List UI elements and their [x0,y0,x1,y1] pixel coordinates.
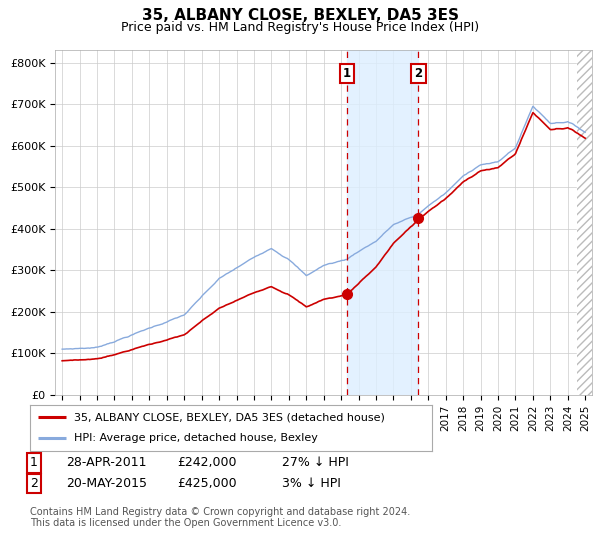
Text: 2: 2 [30,477,38,490]
Text: 35, ALBANY CLOSE, BEXLEY, DA5 3ES: 35, ALBANY CLOSE, BEXLEY, DA5 3ES [142,8,458,24]
Bar [577,50,594,395]
Text: 28-APR-2011: 28-APR-2011 [66,456,146,469]
Text: Contains HM Land Registry data © Crown copyright and database right 2024.
This d: Contains HM Land Registry data © Crown c… [30,507,410,529]
Text: 1: 1 [30,456,38,469]
Text: HPI: Average price, detached house, Bexley: HPI: Average price, detached house, Bexl… [74,433,318,444]
Bar [347,50,418,395]
Text: 2: 2 [414,67,422,80]
Text: 20-MAY-2015: 20-MAY-2015 [66,477,147,490]
Text: £242,000: £242,000 [177,456,236,469]
Text: Price paid vs. HM Land Registry's House Price Index (HPI): Price paid vs. HM Land Registry's House … [121,21,479,34]
Text: £425,000: £425,000 [177,477,236,490]
Text: 1: 1 [343,67,351,80]
Text: 3% ↓ HPI: 3% ↓ HPI [282,477,341,490]
Text: 27% ↓ HPI: 27% ↓ HPI [282,456,349,469]
Bar [577,50,594,395]
Text: 35, ALBANY CLOSE, BEXLEY, DA5 3ES (detached house): 35, ALBANY CLOSE, BEXLEY, DA5 3ES (detac… [74,412,385,422]
